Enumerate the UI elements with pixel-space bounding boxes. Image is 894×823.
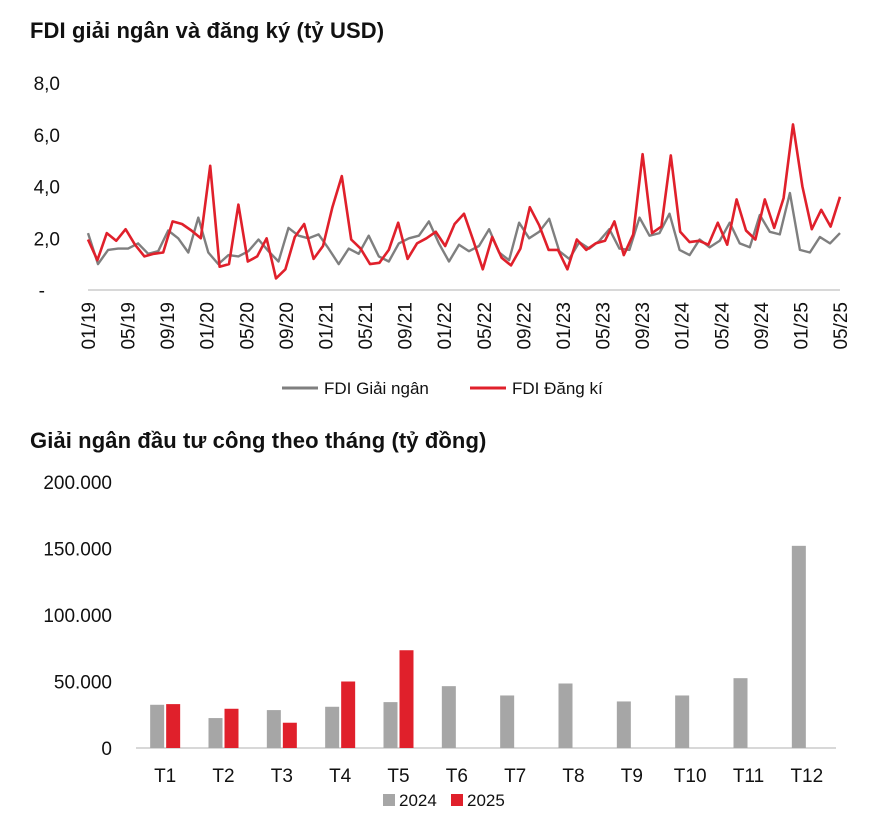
x-tick-label: 01/23 [554, 302, 575, 350]
x-tick-label: 09/19 [158, 302, 179, 350]
legend-label: FDI Đăng kí [512, 379, 603, 398]
x-tick-label: T3 [271, 766, 293, 787]
x-tick-label: 05/21 [356, 302, 377, 350]
bar-2025 [341, 681, 356, 748]
x-tick-label: T1 [154, 766, 176, 787]
x-tick-label: 09/22 [514, 302, 535, 350]
legend-label: FDI Giải ngân [324, 379, 429, 398]
chart-title-fdi: FDI giải ngân và đăng ký (tỷ USD) [30, 18, 385, 43]
bar-2024 [383, 702, 398, 748]
bar-2024 [441, 686, 456, 748]
bar-2024 [675, 695, 690, 748]
x-tick-label: T8 [562, 766, 584, 787]
bar-2025 [224, 708, 239, 748]
y-tick-label: 50.000 [54, 673, 112, 694]
x-tick-label: T10 [674, 766, 707, 787]
series-line-fdi-giai-ngan [86, 191, 841, 266]
x-tick-label: 09/23 [633, 302, 654, 350]
bar-2025 [399, 650, 414, 748]
x-tick-label: 01/24 [673, 302, 694, 350]
x-tick-label: T9 [621, 766, 643, 787]
bar-2025 [282, 722, 297, 748]
x-tick-label: 01/19 [79, 302, 100, 350]
x-tick-label: 05/25 [831, 302, 852, 350]
x-tick-label: 05/22 [475, 302, 496, 350]
y-tick-label: 100.000 [43, 606, 112, 627]
bar-2024 [325, 706, 340, 748]
bar-2024 [733, 678, 748, 748]
bar-2024 [616, 701, 631, 748]
y-tick-label: 0 [101, 739, 112, 760]
x-tick-label: 05/24 [712, 302, 733, 350]
legend-label: 2024 [399, 791, 437, 810]
x-tick-label: T7 [504, 766, 526, 787]
x-tick-label: 01/21 [316, 302, 337, 350]
x-tick-label: 09/20 [277, 302, 298, 350]
x-tick-label: 05/19 [119, 302, 140, 350]
legend-label: 2025 [467, 791, 505, 810]
x-tick-label: T5 [387, 766, 409, 787]
bar-2024 [791, 545, 806, 748]
y-tick-label: 200.000 [43, 473, 112, 494]
x-tick-label: 05/20 [237, 302, 258, 350]
bar-2025 [166, 704, 181, 748]
y-tick-label: 2,0 [34, 229, 60, 250]
x-tick-label: 09/21 [396, 302, 417, 350]
chart-title-public-investment: Giải ngân đầu tư công theo tháng (tỷ đồn… [30, 428, 487, 453]
bar-2024 [208, 718, 223, 748]
bar-2024 [500, 695, 515, 748]
legend-swatch [451, 794, 463, 806]
y-tick-label: 150.000 [43, 540, 112, 561]
bar-2024 [558, 683, 573, 748]
x-tick-label: 05/23 [594, 302, 615, 350]
x-tick-label: 01/20 [198, 302, 219, 350]
y-tick-label: - [39, 281, 45, 302]
x-tick-label: T2 [212, 766, 234, 787]
x-tick-label: 09/24 [752, 302, 773, 350]
x-tick-label: T6 [446, 766, 468, 787]
y-tick-label: 8,0 [34, 74, 60, 95]
bar-2024 [266, 710, 281, 748]
y-tick-label: 6,0 [34, 126, 60, 147]
x-tick-label: T4 [329, 766, 352, 787]
y-tick-label: 4,0 [34, 178, 60, 199]
x-tick-label: 01/22 [435, 302, 456, 350]
legend-swatch [383, 794, 395, 806]
x-tick-label: T11 [733, 766, 764, 787]
bar-2024 [150, 704, 165, 748]
x-tick-label: T12 [790, 766, 823, 787]
x-tick-label: 01/25 [791, 302, 812, 350]
series-line-fdi-dang-ki [86, 123, 842, 280]
